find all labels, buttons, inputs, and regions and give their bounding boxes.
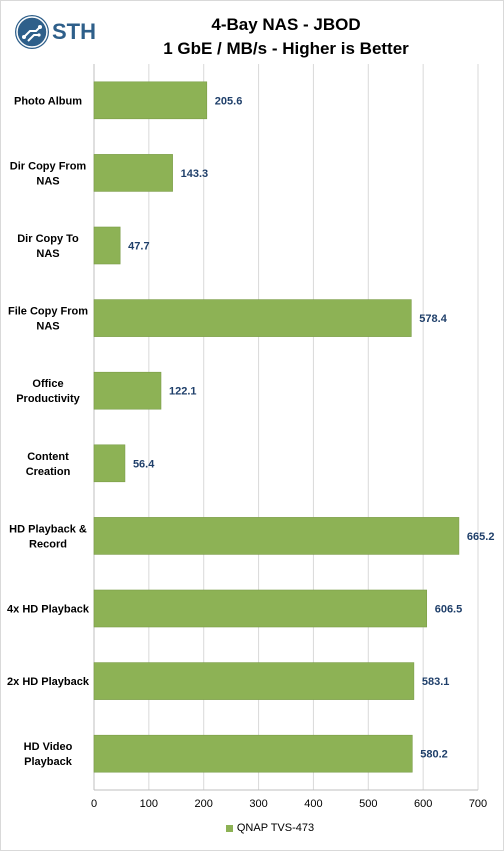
legend-swatch [225,824,233,832]
bar [93,154,173,192]
category-label-line: Creation [26,466,71,478]
category-label-line: Productivity [16,393,80,405]
category-label: HD Playback & Record [9,523,87,550]
circuit-icon [16,16,48,48]
x-tick-label: 600 [414,798,432,810]
data-label: 606.5 [435,604,463,616]
category-label-line: NAS [36,175,59,187]
category-label-line: Record [29,538,67,550]
category-label-line: HD Video [24,741,73,753]
bar [93,589,428,628]
sth-logo: STH [15,15,96,49]
category-label-line: Dir Copy To [17,233,79,245]
bar [93,299,412,337]
category-label-line: HD Playback & [9,523,87,535]
bar [93,734,413,773]
bar [93,371,162,410]
category-label-line: Office [32,378,63,390]
data-label: 205.6 [215,95,243,107]
category-label: Office Productivity [16,378,80,405]
data-label: 47.7 [128,241,149,253]
data-label: 122.1 [169,386,197,398]
chart-title-line2: 1 GbE / MB/s - Higher is Better [163,39,409,58]
bar [93,81,208,120]
bar [93,444,126,483]
data-label: 56.4 [133,458,155,470]
bar [93,517,460,555]
data-label: 583.1 [422,676,450,688]
sth-logo-text: STH [52,19,96,44]
category-label: Photo Album [14,95,82,107]
category-label-line: Content [27,451,69,463]
x-tick-label: 400 [304,798,322,810]
category-label: Dir Copy To NAS [17,233,79,260]
category-label: HD Video Playback [24,741,73,768]
data-label: 143.3 [181,168,209,180]
category-label: 2x HD Playback [7,676,90,688]
bar [93,662,415,700]
chart-title-line1: 4-Bay NAS - JBOD [211,15,361,34]
category-label-line: 4x HD Playback [7,604,90,616]
legend: QNAP TVS-473 [0,822,504,834]
category-label-line: Dir Copy From [10,160,87,172]
category-label-line: Photo Album [14,95,82,107]
category-label: File Copy From NAS [8,306,88,333]
x-tick-label: 300 [249,798,267,810]
data-label: 580.2 [420,749,448,761]
data-label: 578.4 [419,313,447,325]
legend-label: QNAP TVS-473 [236,822,315,834]
x-tick-label: 0 [91,798,97,810]
x-tick-label: 100 [140,798,158,810]
x-tick-label: 700 [469,798,487,810]
category-label: 4x HD Playback [7,604,90,616]
x-tick-label: 200 [195,798,213,810]
sth-logo-icon [15,15,49,49]
category-label-line: File Copy From [8,306,88,318]
category-label-line: NAS [36,248,59,260]
bar [93,226,121,265]
category-label-line: Playback [24,756,73,768]
data-label: 665.2 [467,531,495,543]
x-tick-label: 500 [359,798,377,810]
category-label: Dir Copy From NAS [10,160,87,187]
category-label-line: NAS [36,321,59,333]
category-label-line: 2x HD Playback [7,676,90,688]
category-label: Content Creation [26,451,71,478]
